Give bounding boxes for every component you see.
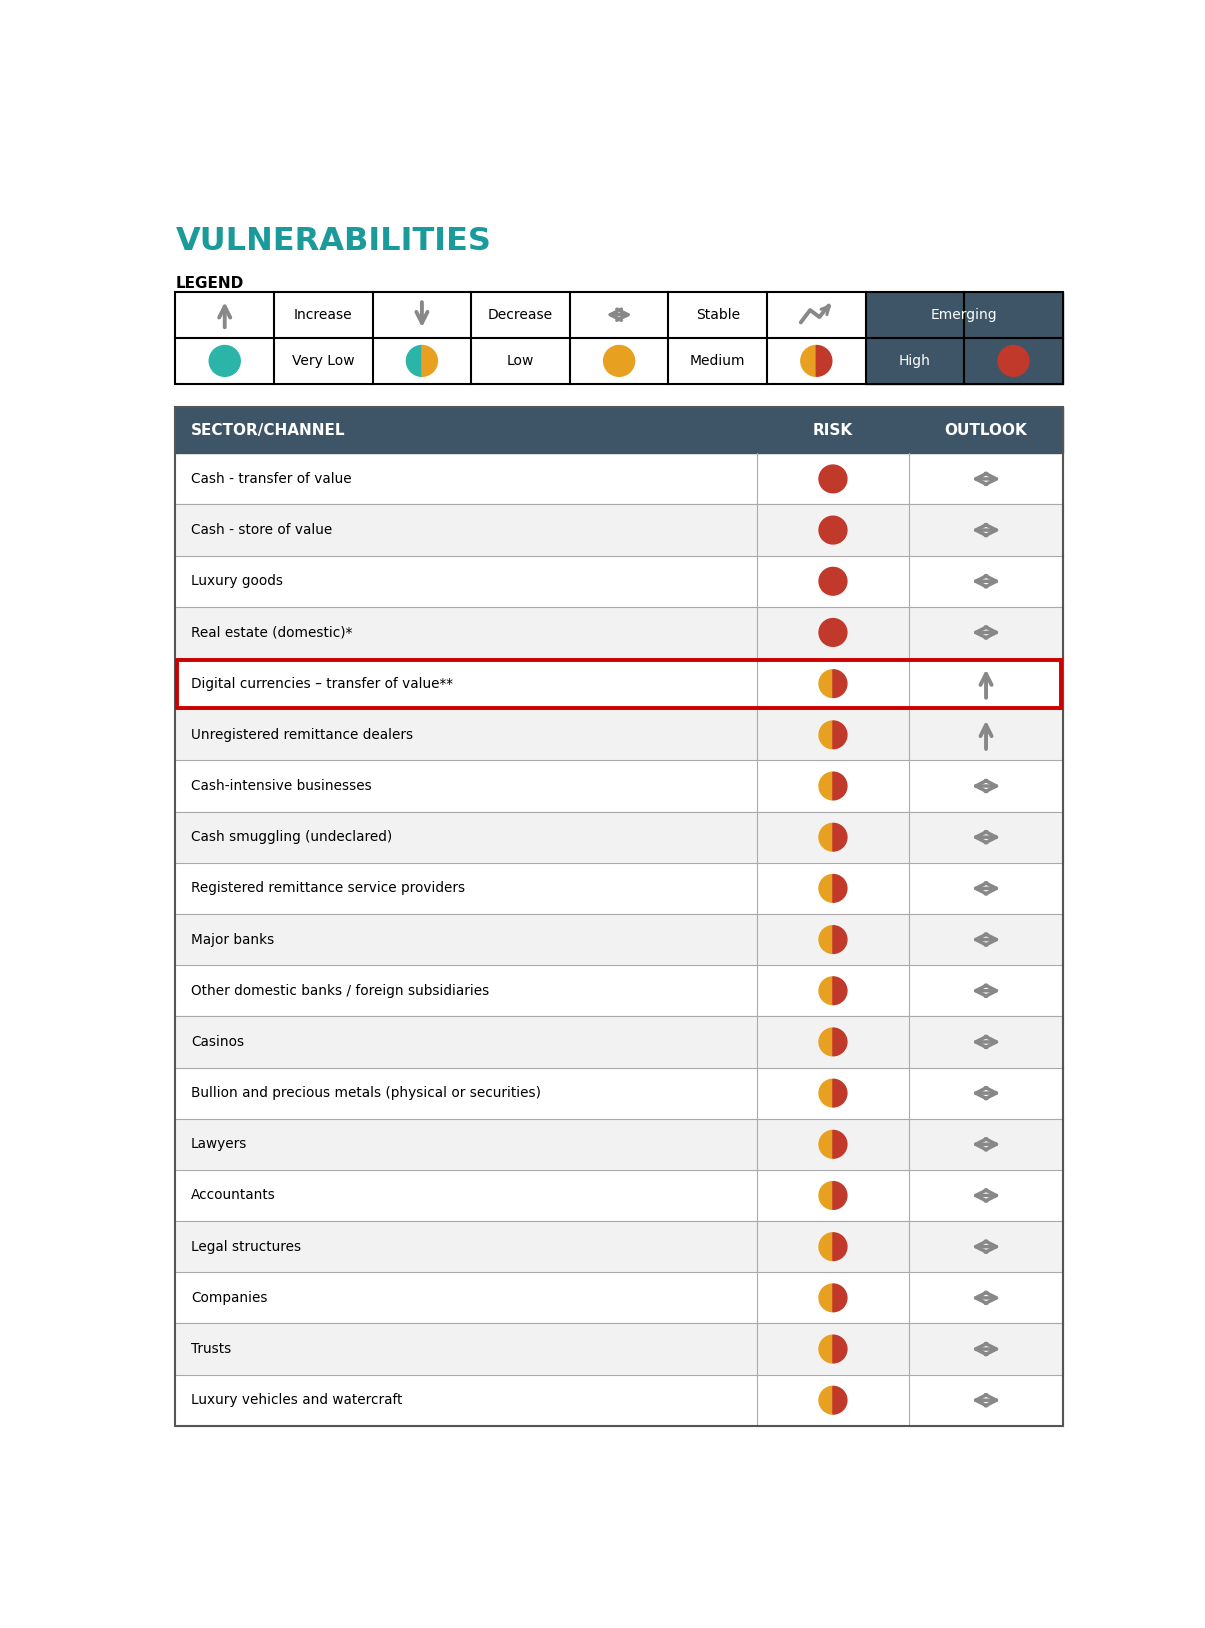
Circle shape: [604, 345, 635, 376]
Wedge shape: [816, 345, 831, 376]
Wedge shape: [833, 1079, 847, 1107]
Bar: [176, 407, 1063, 1426]
Wedge shape: [833, 772, 847, 799]
Text: Accountants: Accountants: [190, 1188, 276, 1203]
Wedge shape: [833, 1232, 847, 1260]
Bar: [176, 1221, 1063, 1271]
Bar: [865, 291, 1063, 339]
Wedge shape: [406, 345, 422, 376]
Wedge shape: [833, 874, 847, 902]
Bar: [176, 555, 1063, 607]
Wedge shape: [819, 926, 833, 954]
Text: VULNERABILITIES: VULNERABILITIES: [176, 226, 492, 257]
Text: Major banks: Major banks: [190, 933, 275, 946]
Text: Bullion and precious metals (physical or securities): Bullion and precious metals (physical or…: [190, 1086, 541, 1101]
Bar: [176, 710, 1063, 760]
Text: Cash smuggling (undeclared): Cash smuggling (undeclared): [190, 830, 392, 845]
Wedge shape: [819, 669, 833, 697]
Text: Cash-intensive businesses: Cash-intensive businesses: [190, 780, 371, 793]
Text: Very Low: Very Low: [292, 353, 354, 368]
Text: Registered remittance service providers: Registered remittance service providers: [190, 881, 465, 895]
Text: Digital currencies – transfer of value**: Digital currencies – transfer of value**: [190, 677, 453, 690]
Text: Real estate (domestic)*: Real estate (domestic)*: [190, 625, 352, 640]
Wedge shape: [833, 1130, 847, 1158]
Bar: [176, 1016, 1063, 1068]
Wedge shape: [801, 345, 816, 376]
Bar: [176, 407, 1063, 453]
Wedge shape: [833, 1335, 847, 1363]
Wedge shape: [819, 824, 833, 851]
Bar: [176, 505, 1063, 555]
Bar: [176, 1374, 1063, 1426]
Bar: [176, 1068, 1063, 1118]
Text: Cash - store of value: Cash - store of value: [190, 523, 333, 537]
Text: Decrease: Decrease: [488, 308, 553, 322]
Wedge shape: [819, 1130, 833, 1158]
Bar: [176, 1171, 1063, 1221]
Text: Cash - transfer of value: Cash - transfer of value: [190, 472, 352, 485]
Wedge shape: [819, 874, 833, 902]
Text: Unregistered remittance dealers: Unregistered remittance dealers: [190, 728, 413, 742]
Text: Lawyers: Lawyers: [190, 1138, 247, 1151]
Text: Other domestic banks / foreign subsidiaries: Other domestic banks / foreign subsidiar…: [190, 983, 489, 998]
Wedge shape: [833, 824, 847, 851]
Text: Companies: Companies: [190, 1291, 268, 1306]
Wedge shape: [833, 977, 847, 1004]
Circle shape: [210, 345, 240, 376]
Text: SECTOR/CHANNEL: SECTOR/CHANNEL: [190, 423, 346, 438]
Wedge shape: [819, 772, 833, 799]
Circle shape: [819, 516, 847, 544]
Wedge shape: [819, 977, 833, 1004]
Text: High: High: [899, 353, 930, 368]
Wedge shape: [422, 345, 437, 376]
Text: Medium: Medium: [690, 353, 746, 368]
Text: Luxury vehicles and watercraft: Luxury vehicles and watercraft: [190, 1394, 402, 1407]
Bar: [176, 965, 1063, 1016]
Circle shape: [819, 466, 847, 493]
Circle shape: [819, 568, 847, 596]
Bar: [176, 658, 1063, 710]
Text: Increase: Increase: [294, 308, 353, 322]
Wedge shape: [819, 1079, 833, 1107]
Wedge shape: [833, 1387, 847, 1415]
Wedge shape: [833, 1182, 847, 1210]
Bar: [176, 1118, 1063, 1171]
Circle shape: [998, 345, 1029, 376]
Wedge shape: [833, 669, 847, 697]
Wedge shape: [819, 721, 833, 749]
Text: Stable: Stable: [695, 308, 740, 322]
Wedge shape: [819, 1027, 833, 1057]
Bar: [176, 291, 1063, 384]
Bar: [176, 913, 1063, 965]
Text: LEGEND: LEGEND: [176, 277, 243, 291]
Bar: [865, 339, 1063, 384]
Wedge shape: [833, 1027, 847, 1057]
Wedge shape: [819, 1335, 833, 1363]
Wedge shape: [819, 1232, 833, 1260]
Text: RISK: RISK: [813, 423, 853, 438]
Text: Low: Low: [507, 353, 534, 368]
Wedge shape: [819, 1182, 833, 1210]
Bar: [177, 659, 1062, 708]
Text: OUTLOOK: OUTLOOK: [945, 423, 1028, 438]
Text: Casinos: Casinos: [190, 1035, 245, 1048]
Bar: [176, 1271, 1063, 1324]
Bar: [176, 1324, 1063, 1374]
Text: Luxury goods: Luxury goods: [190, 575, 283, 588]
Bar: [176, 812, 1063, 863]
Circle shape: [819, 619, 847, 646]
Bar: [176, 863, 1063, 913]
Wedge shape: [819, 1387, 833, 1415]
Text: Legal structures: Legal structures: [190, 1239, 301, 1254]
Text: Emerging: Emerging: [931, 308, 998, 322]
Wedge shape: [833, 926, 847, 954]
Bar: [176, 760, 1063, 812]
Bar: [176, 453, 1063, 505]
Wedge shape: [833, 721, 847, 749]
Text: Trusts: Trusts: [190, 1341, 231, 1356]
Wedge shape: [833, 1284, 847, 1312]
Bar: [176, 607, 1063, 658]
Wedge shape: [819, 1284, 833, 1312]
